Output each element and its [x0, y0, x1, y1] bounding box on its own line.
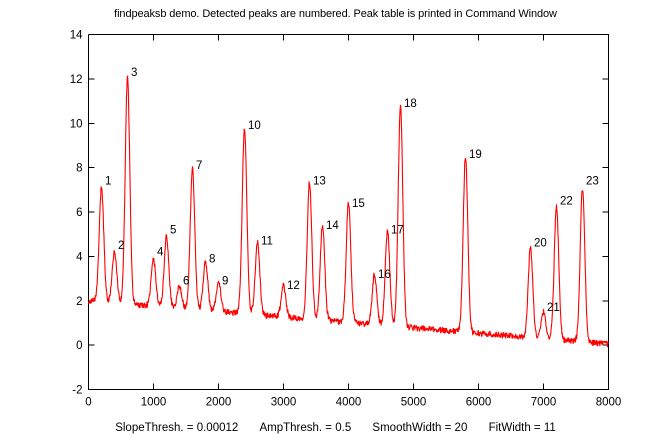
peak-label-11: 11	[261, 236, 273, 248]
peak-label-23: 23	[586, 176, 599, 188]
parameter-caption: SlopeThresh. = 0.00012 AmpThresh. = 0.5 …	[0, 422, 671, 434]
svg-text:3000: 3000	[271, 397, 297, 409]
axis-frame	[88, 34, 609, 390]
peak-label-10: 10	[248, 120, 261, 132]
svg-text:12: 12	[70, 74, 83, 86]
peak-label-15: 15	[352, 198, 365, 210]
svg-text:5000: 5000	[401, 397, 427, 409]
peak-label-14: 14	[326, 220, 339, 232]
peak-label-4: 4	[157, 247, 164, 259]
peak-label-17: 17	[391, 224, 404, 236]
svg-text:6: 6	[76, 207, 82, 219]
svg-text:1000: 1000	[141, 397, 167, 409]
svg-text:2000: 2000	[206, 397, 232, 409]
smooth-width-label: SmoothWidth = 20	[372, 422, 468, 434]
peak-label-9: 9	[222, 275, 228, 287]
svg-text:14: 14	[70, 30, 83, 42]
peak-label-6: 6	[183, 275, 189, 287]
svg-text:7000: 7000	[531, 397, 557, 409]
svg-text:6000: 6000	[466, 397, 492, 409]
peak-label-21: 21	[547, 302, 560, 314]
peak-label-1: 1	[105, 176, 111, 188]
fit-width-label: FitWidth = 11	[488, 422, 556, 434]
svg-text:4: 4	[76, 251, 83, 263]
peak-label-18: 18	[404, 98, 417, 110]
svg-text:0: 0	[76, 340, 82, 352]
peak-label-7: 7	[196, 160, 202, 172]
peak-label-16: 16	[378, 269, 391, 281]
peak-label-13: 13	[313, 176, 326, 188]
peak-label-19: 19	[469, 149, 482, 161]
svg-text:8000: 8000	[596, 397, 622, 409]
peak-label-8: 8	[209, 253, 215, 265]
svg-text:4000: 4000	[336, 397, 362, 409]
svg-text:-2: -2	[72, 385, 82, 397]
amp-thresh-label: AmpThresh. = 0.5	[259, 422, 352, 434]
slope-thresh-label: SlopeThresh. = 0.00012	[115, 422, 239, 434]
peak-label-12: 12	[287, 280, 300, 292]
y-tick-labels: -2 0 2 4 6 8 10 12 14	[70, 30, 83, 397]
peak-label-5: 5	[170, 224, 176, 236]
svg-text:2: 2	[76, 296, 82, 308]
axis-ticks	[88, 34, 609, 390]
chart-title: findpeaksb demo. Detected peaks are numb…	[114, 8, 557, 20]
peak-label-3: 3	[131, 67, 137, 79]
signal-trace	[87, 75, 610, 348]
svg-text:8: 8	[76, 163, 82, 175]
svg-text:10: 10	[70, 118, 83, 130]
peak-label-22: 22	[560, 196, 573, 208]
svg-text:0: 0	[85, 397, 91, 409]
x-tick-labels: 0 1000 2000 3000 4000 5000 6000 7000 8000	[85, 397, 621, 409]
peak-label-2: 2	[118, 240, 124, 252]
peak-label-20: 20	[534, 238, 547, 250]
